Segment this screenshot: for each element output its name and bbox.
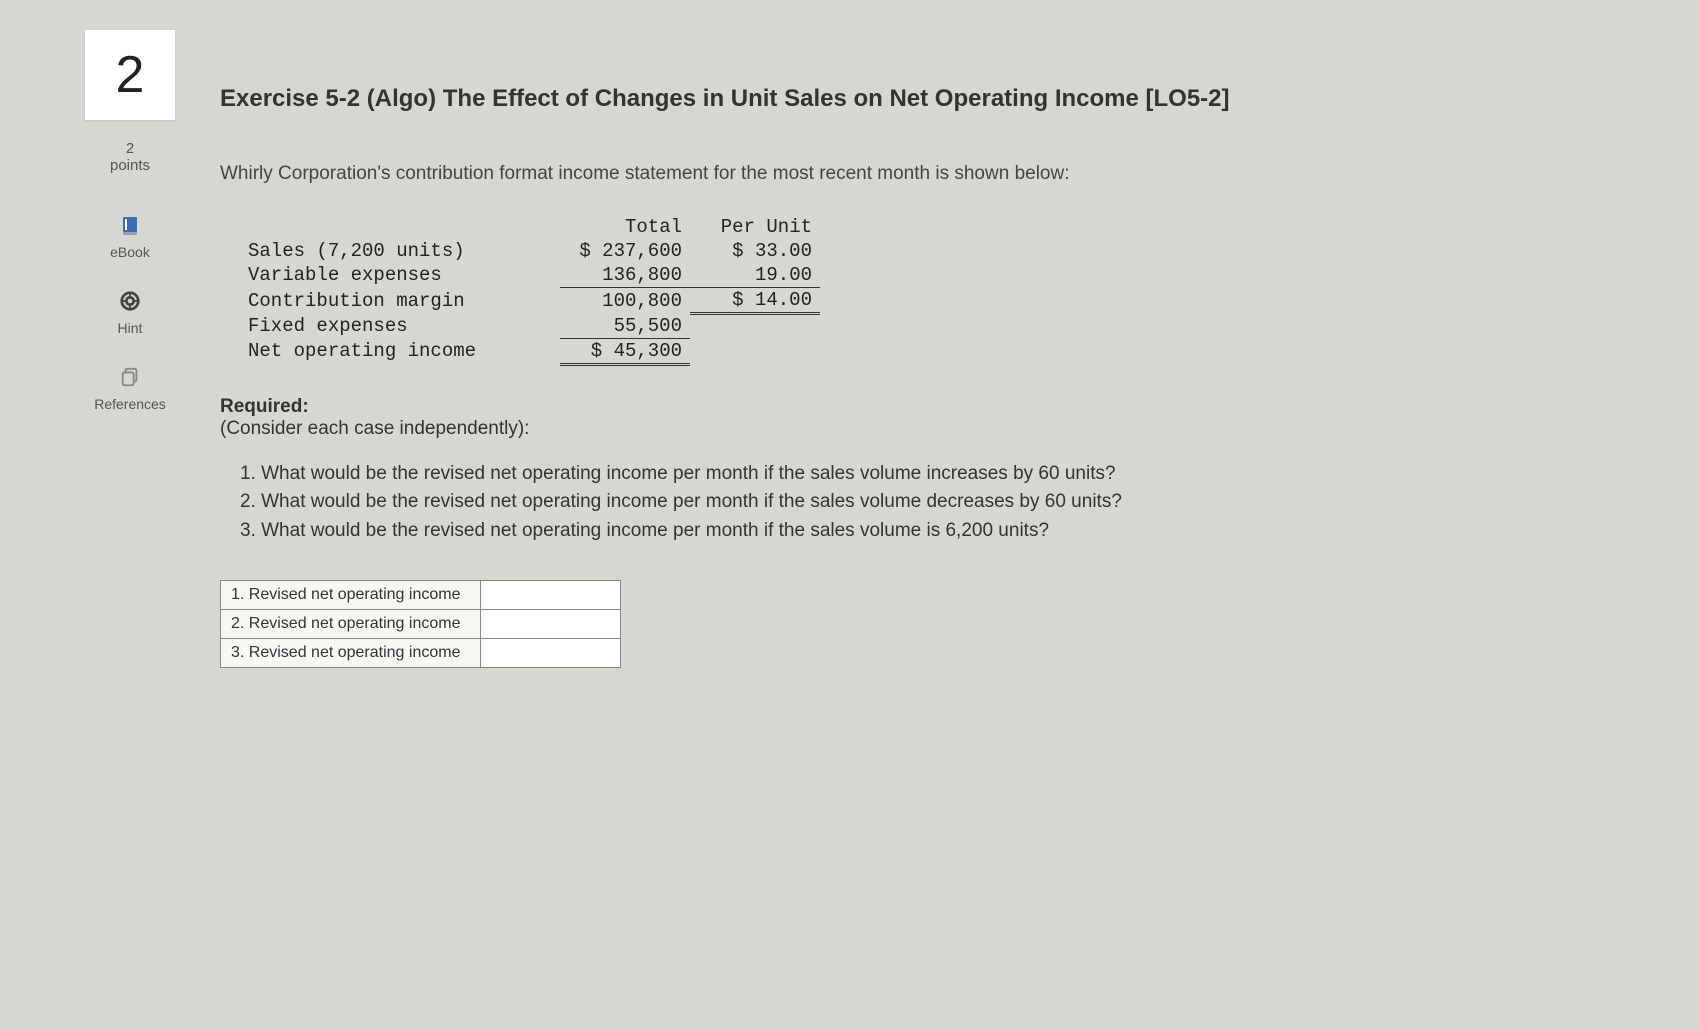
sidebar-item-label: eBook <box>110 244 150 260</box>
question-list: 1. What would be the revised net operati… <box>240 460 1639 546</box>
points-block: 2 points <box>70 140 190 174</box>
question-item: 3. What would be the revised net operati… <box>240 517 1639 546</box>
row-per-unit: 19.00 <box>690 263 820 288</box>
answer-input-1[interactable] <box>481 581 620 609</box>
answer-table: 1. Revised net operating income 2. Revis… <box>220 580 621 668</box>
row-label: Contribution margin <box>240 288 560 314</box>
sidebar-item-references[interactable]: References <box>70 366 190 412</box>
question-number: 2 <box>85 30 175 120</box>
row-total: $ 237,600 <box>560 239 690 263</box>
row-per-unit: $ 14.00 <box>690 288 820 314</box>
row-total: 100,800 <box>560 288 690 314</box>
header-per-unit: Per Unit <box>690 215 820 239</box>
answer-label: 3. Revised net operating income <box>221 639 481 668</box>
row-total: 136,800 <box>560 263 690 288</box>
income-row: Contribution margin 100,800 $ 14.00 <box>240 288 820 314</box>
answer-input-cell <box>481 639 621 668</box>
answer-row: 2. Revised net operating income <box>221 610 621 639</box>
income-statement-table: Total Per Unit Sales (7,200 units) $ 237… <box>240 215 820 366</box>
answer-label: 1. Revised net operating income <box>221 581 481 610</box>
exercise-content: Exercise 5-2 (Algo) The Effect of Change… <box>220 85 1639 668</box>
exercise-intro: Whirly Corporation's contribution format… <box>220 163 1639 185</box>
question-item: 2. What would be the revised net operati… <box>240 488 1639 517</box>
answer-input-2[interactable] <box>481 610 620 638</box>
income-row: Variable expenses 136,800 19.00 <box>240 263 820 288</box>
answer-row: 3. Revised net operating income <box>221 639 621 668</box>
row-label: Variable expenses <box>240 263 560 288</box>
row-per-unit: $ 33.00 <box>690 239 820 263</box>
header-total: Total <box>560 215 690 239</box>
copy-icon <box>118 366 142 390</box>
answer-input-cell <box>481 610 621 639</box>
sidebar-item-label: References <box>94 396 166 412</box>
points-value: 2 <box>70 140 190 157</box>
row-label: Sales (7,200 units) <box>240 239 560 263</box>
header-blank <box>240 215 560 239</box>
question-sidebar: 2 2 points eBook Hint <box>70 30 190 442</box>
required-block: Required: (Consider each case independen… <box>220 396 1639 669</box>
answer-input-cell <box>481 581 621 610</box>
income-row: Net operating income $ 45,300 <box>240 338 820 364</box>
income-row: Fixed expenses 55,500 <box>240 314 820 339</box>
book-icon <box>118 214 142 238</box>
sidebar-item-hint[interactable]: Hint <box>70 290 190 336</box>
points-label: points <box>70 157 190 174</box>
life-ring-icon <box>118 290 142 314</box>
answer-input-3[interactable] <box>481 639 620 667</box>
row-total: $ 45,300 <box>560 338 690 364</box>
required-heading: Required: <box>220 396 1639 418</box>
exercise-title: Exercise 5-2 (Algo) The Effect of Change… <box>220 85 1639 113</box>
income-row: Sales (7,200 units) $ 237,600 $ 33.00 <box>240 239 820 263</box>
row-label: Fixed expenses <box>240 314 560 339</box>
row-per-unit <box>690 338 820 364</box>
answer-label: 2. Revised net operating income <box>221 610 481 639</box>
row-per-unit <box>690 314 820 339</box>
required-sub: (Consider each case independently): <box>220 418 1639 440</box>
sidebar-item-label: Hint <box>118 320 143 336</box>
question-item: 1. What would be the revised net operati… <box>240 460 1639 489</box>
income-header-row: Total Per Unit <box>240 215 820 239</box>
answer-row: 1. Revised net operating income <box>221 581 621 610</box>
sidebar-item-ebook[interactable]: eBook <box>70 214 190 260</box>
row-label: Net operating income <box>240 338 560 364</box>
row-total: 55,500 <box>560 314 690 339</box>
